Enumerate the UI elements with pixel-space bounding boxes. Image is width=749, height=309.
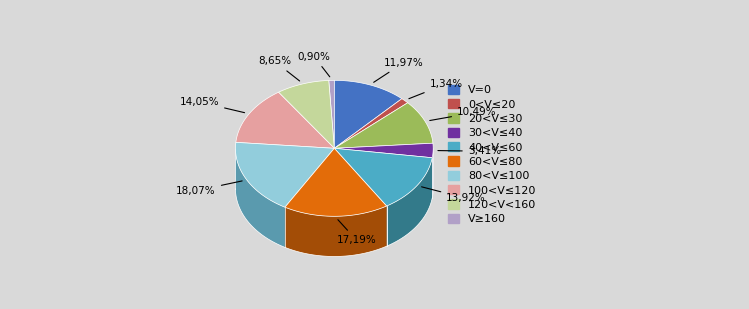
Text: 17,19%: 17,19% xyxy=(336,220,376,245)
Polygon shape xyxy=(279,80,334,148)
Polygon shape xyxy=(432,148,433,198)
Polygon shape xyxy=(334,103,433,148)
Polygon shape xyxy=(334,148,432,206)
Text: 3,41%: 3,41% xyxy=(438,146,501,156)
Text: 8,65%: 8,65% xyxy=(258,57,300,81)
Text: 1,34%: 1,34% xyxy=(409,79,463,99)
Polygon shape xyxy=(334,99,407,148)
Polygon shape xyxy=(285,206,386,256)
Text: 13,92%: 13,92% xyxy=(422,187,486,203)
Text: 18,07%: 18,07% xyxy=(176,181,242,196)
Polygon shape xyxy=(236,92,334,148)
Polygon shape xyxy=(334,80,402,148)
Polygon shape xyxy=(329,80,334,148)
Legend: V=0, 0<V≤20, 20<V≤30, 30<V≤40, 40<V≤60, 60<V≤80, 80<V≤100, 100<V≤120, 120<V<160,: V=0, 0<V≤20, 20<V≤30, 30<V≤40, 40<V≤60, … xyxy=(448,85,536,224)
Polygon shape xyxy=(285,148,386,216)
Polygon shape xyxy=(386,158,432,246)
Polygon shape xyxy=(235,149,285,248)
Polygon shape xyxy=(334,143,433,158)
Text: 11,97%: 11,97% xyxy=(374,58,423,82)
Text: 0,90%: 0,90% xyxy=(297,52,330,77)
Text: 14,05%: 14,05% xyxy=(180,97,245,113)
Text: 10,49%: 10,49% xyxy=(430,107,497,121)
Polygon shape xyxy=(235,142,334,207)
